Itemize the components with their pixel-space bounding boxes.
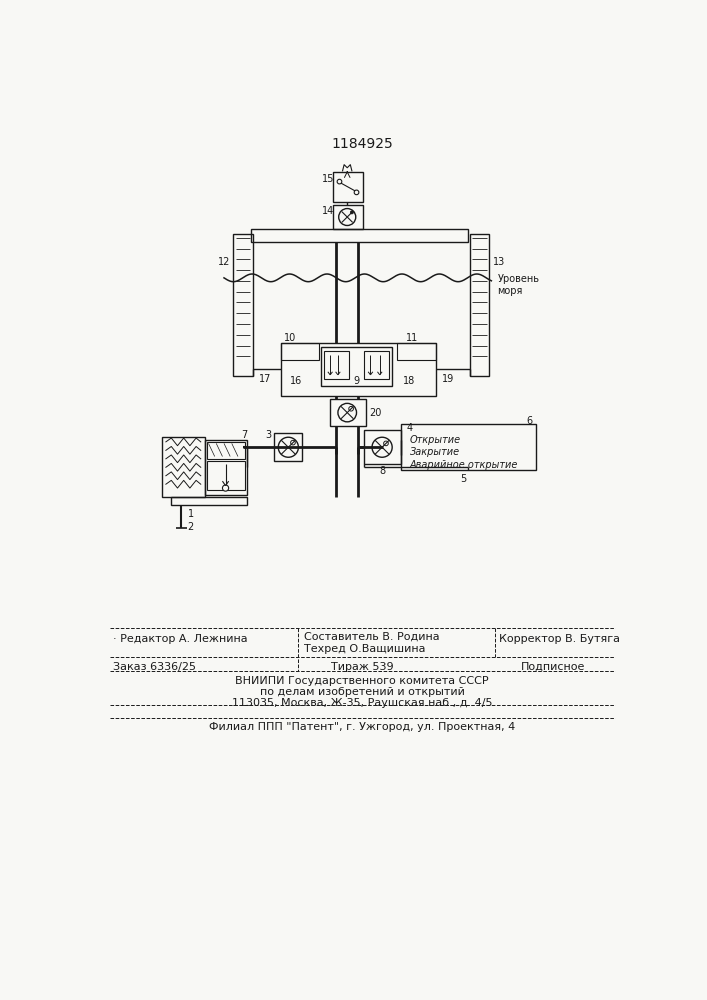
Bar [333, 205, 363, 229]
Text: Корректор В. Бутяга: Корректор В. Бутяга [499, 634, 620, 644]
Text: Уровень
моря: Уровень моря [498, 274, 539, 296]
Bar [251, 229, 468, 242]
Bar [397, 343, 436, 360]
Text: 9: 9 [354, 376, 360, 386]
Text: 16: 16 [290, 376, 302, 386]
Bar [274, 433, 303, 461]
Bar [324, 351, 349, 379]
Text: Техред О.Ващишина: Техред О.Ващишина [304, 644, 426, 654]
Text: 2: 2 [187, 522, 194, 532]
Bar [207, 461, 245, 490]
Text: 1: 1 [187, 509, 194, 519]
Bar [233, 234, 252, 376]
Bar [171, 497, 247, 505]
Text: 7: 7 [241, 430, 247, 440]
Text: Открытие: Открытие [410, 435, 461, 445]
Bar [281, 343, 436, 396]
Circle shape [349, 406, 354, 411]
Text: 10: 10 [284, 333, 297, 343]
Text: 13: 13 [493, 257, 506, 267]
Circle shape [223, 485, 228, 491]
Bar [281, 343, 320, 360]
Text: 14: 14 [322, 206, 334, 216]
Text: 18: 18 [403, 376, 415, 386]
Text: 20: 20 [369, 408, 381, 418]
Bar [207, 442, 245, 459]
Text: ВНИИПИ Государственного комитета СССР: ВНИИПИ Государственного комитета СССР [235, 676, 489, 686]
Text: 11: 11 [406, 333, 419, 343]
Text: 19: 19 [442, 374, 454, 384]
Text: 3: 3 [265, 430, 271, 440]
Bar [321, 347, 392, 386]
Text: 113035, Москва, Ж-35, Раушская наб., д. 4/5: 113035, Москва, Ж-35, Раушская наб., д. … [232, 698, 492, 708]
Text: 8: 8 [379, 466, 385, 476]
Text: 15: 15 [322, 174, 335, 184]
Bar [204, 440, 247, 495]
Circle shape [384, 441, 388, 446]
Text: 12: 12 [218, 257, 230, 267]
Text: 4: 4 [407, 423, 413, 433]
Text: по делам изобретений и открытий: по делам изобретений и открытий [259, 687, 464, 697]
Text: 1184925: 1184925 [331, 137, 393, 151]
Circle shape [351, 211, 354, 214]
Text: · Редактор А. Лежнина: · Редактор А. Лежнина [113, 634, 247, 644]
Circle shape [291, 440, 296, 445]
Text: 6: 6 [526, 416, 532, 426]
Bar [364, 351, 389, 379]
Bar [363, 430, 401, 464]
Text: Заказ 6336/25: Заказ 6336/25 [113, 662, 196, 672]
Bar [469, 234, 489, 376]
Bar [162, 437, 204, 497]
Text: Аварийное открытие: Аварийное открытие [410, 460, 518, 470]
Bar [401, 424, 537, 470]
Text: Филиал ППП "Патент", г. Ужгород, ул. Проектная, 4: Филиал ППП "Патент", г. Ужгород, ул. Про… [209, 722, 515, 732]
Text: Тираж 539: Тираж 539 [331, 662, 393, 672]
Text: Закрытие: Закрытие [410, 447, 460, 457]
Bar [330, 399, 366, 426]
Text: Подписное: Подписное [521, 662, 585, 672]
Text: Составитель В. Родина: Составитель В. Родина [304, 632, 440, 642]
Text: 5: 5 [460, 474, 467, 484]
Text: 17: 17 [259, 374, 271, 384]
Bar [333, 172, 363, 202]
